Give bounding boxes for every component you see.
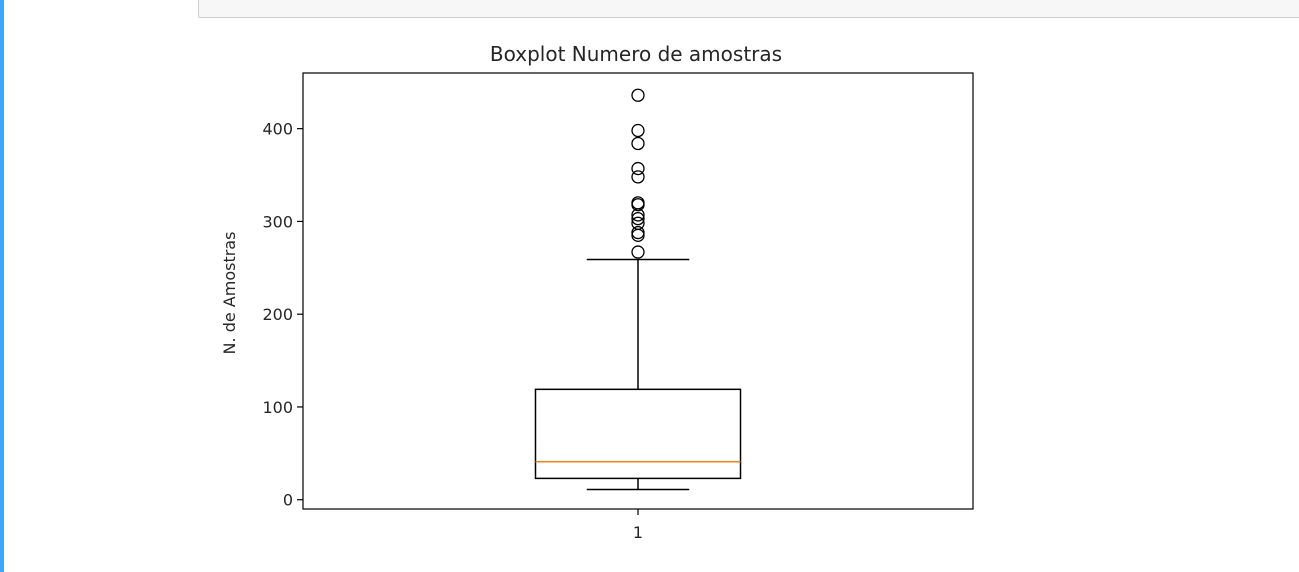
outlier-point	[631, 161, 645, 176]
y-tick-label: 400	[262, 120, 293, 139]
y-tick-label: 100	[262, 398, 293, 417]
outlier-point	[631, 228, 645, 242]
cell-selection-bar	[0, 0, 4, 572]
outlier-point	[631, 211, 645, 226]
outlier-point	[631, 170, 645, 184]
outlier-point	[631, 123, 645, 138]
outlier-point	[631, 216, 645, 230]
x-tick-label: 1	[633, 523, 643, 542]
y-axis-label: N. de Amostras	[220, 232, 239, 355]
previous-output-box	[198, 0, 1299, 18]
y-tick-label: 0	[283, 491, 293, 510]
y-tick-label: 200	[262, 305, 293, 324]
chart-title: Boxplot Numero de amostras	[490, 42, 782, 66]
outlier-point	[631, 136, 645, 151]
axes-frame	[302, 72, 974, 510]
outlier-point	[631, 225, 645, 240]
y-tick-label: 300	[262, 212, 293, 231]
plot-layer: 0 100 200 300 400 1	[262, 88, 742, 542]
outlier-point	[631, 245, 645, 259]
outlier-point	[631, 196, 645, 210]
iqr-box	[534, 388, 742, 480]
outlier-point	[631, 88, 645, 102]
